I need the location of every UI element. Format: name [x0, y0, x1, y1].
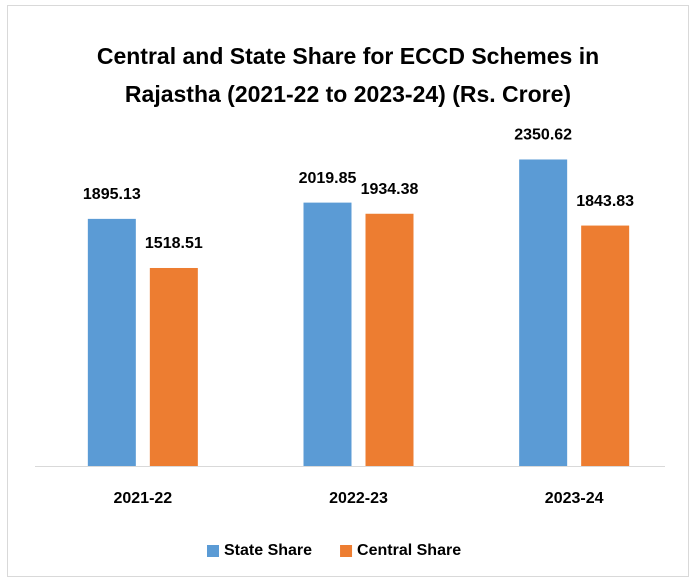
legend-label: State Share	[224, 542, 312, 559]
bar	[87, 218, 136, 466]
data-label: 2350.62	[514, 127, 572, 144]
chart-title: Central and State Share for ECCD Schemes…	[96, 43, 600, 107]
x-tick-label: 2023-24	[545, 490, 604, 507]
data-label: 1895.13	[83, 186, 141, 203]
data-label: 1934.38	[361, 181, 419, 198]
x-tick-label: 2022-23	[329, 490, 388, 507]
bar	[519, 159, 568, 466]
x-tick-label: 2021-22	[113, 490, 172, 507]
legend-swatch	[340, 545, 353, 557]
legend-label: Central Share	[357, 542, 461, 559]
data-label: 2019.85	[299, 170, 357, 187]
bar	[149, 267, 198, 466]
data-label: 1518.51	[145, 235, 203, 252]
data-label: 1843.83	[576, 193, 634, 210]
bar	[581, 225, 630, 466]
bar	[303, 202, 352, 466]
bar	[365, 213, 414, 466]
legend-swatch	[207, 545, 219, 557]
